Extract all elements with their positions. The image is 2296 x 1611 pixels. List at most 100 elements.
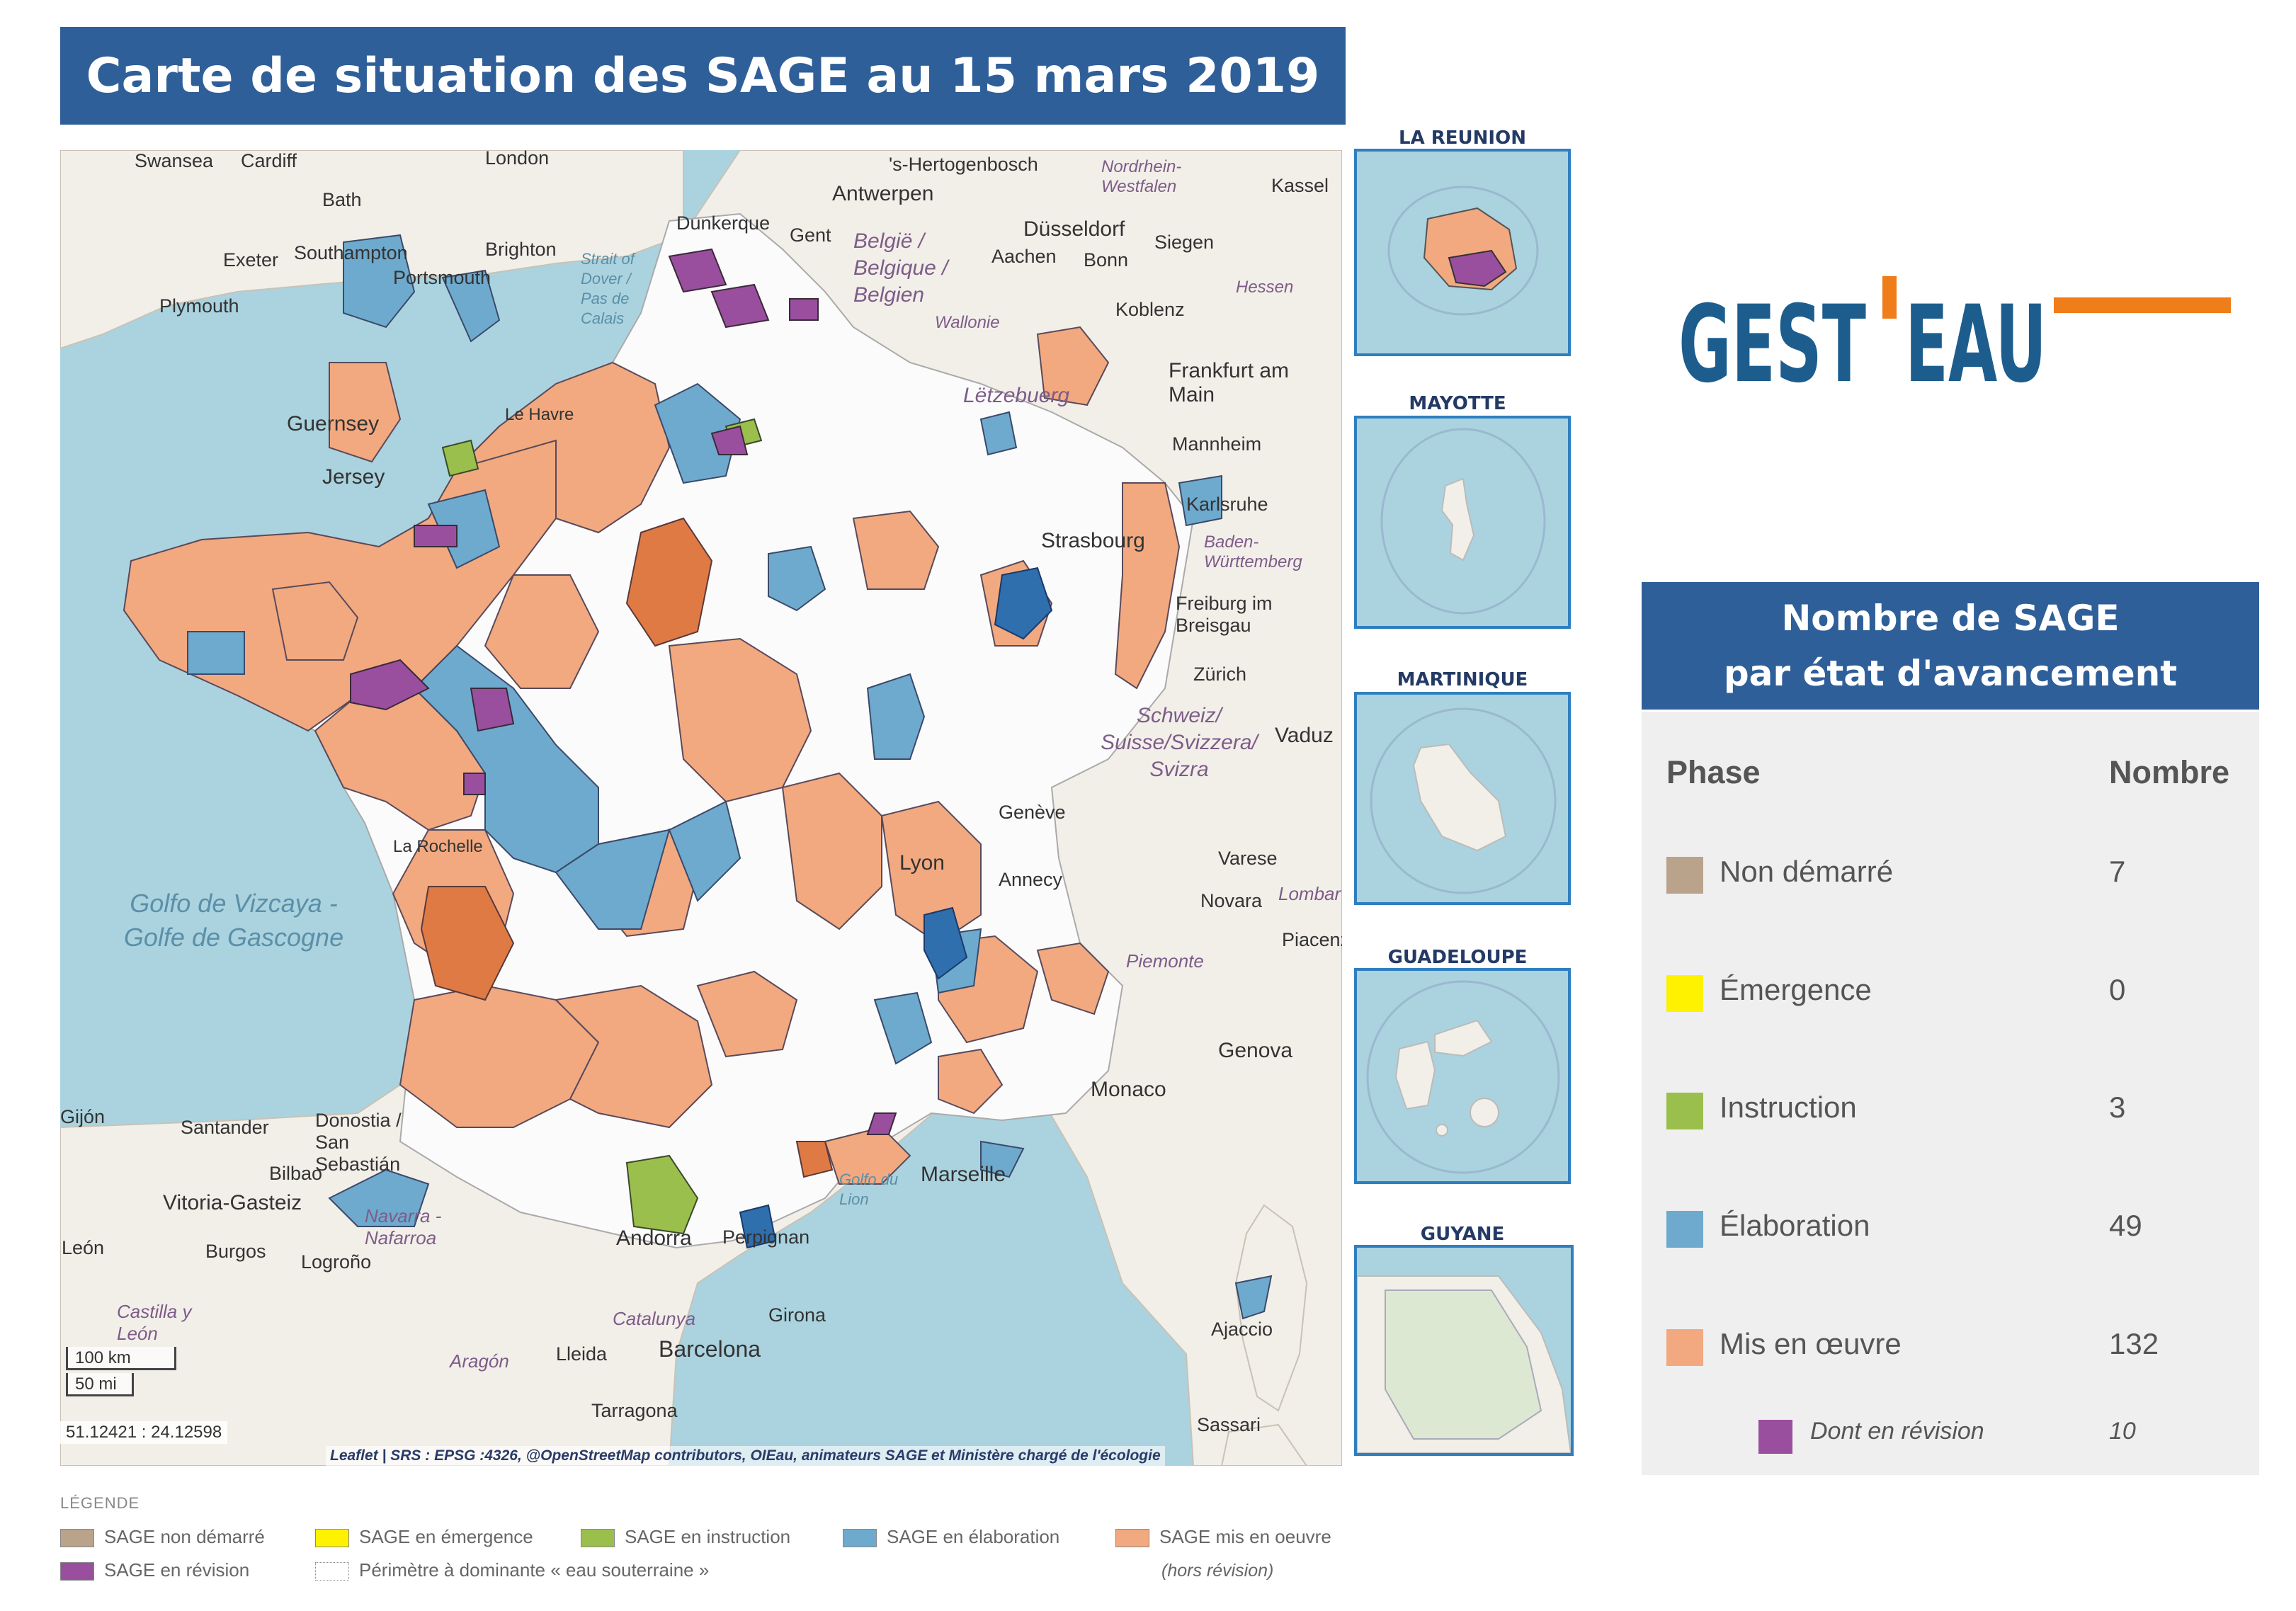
legend-swatch bbox=[315, 1562, 349, 1581]
map-canvas[interactable] bbox=[60, 150, 1342, 1466]
stats-heading-line2: par état d'avancement bbox=[1723, 653, 2178, 694]
stats-table: Phase Nombre Non démarré 7 Émergence 0 I… bbox=[1642, 712, 2259, 1475]
label-swansea: Swansea bbox=[135, 150, 214, 171]
sage-map[interactable]: Swansea Cardiff London Bath Brighton Sou… bbox=[60, 150, 1342, 1466]
sage-eau-souterraine-layer[interactable] bbox=[739, 567, 1053, 1249]
label-piemonte: Piemonte bbox=[1126, 950, 1204, 972]
inset-title-reunion: LA REUNION bbox=[1399, 127, 1526, 149]
mayotte-map bbox=[1380, 428, 1546, 615]
label-frankfurt: Frankfurt am Main bbox=[1169, 359, 1290, 406]
gesteau-logo: GEST EAU bbox=[1678, 276, 2245, 406]
legend-swatch bbox=[315, 1529, 349, 1548]
legend-swatch bbox=[581, 1529, 615, 1548]
row-label: Instruction bbox=[1720, 1091, 1857, 1124]
label-burgos: Burgos bbox=[205, 1241, 266, 1262]
inset-map-mayotte[interactable] bbox=[1354, 416, 1571, 629]
sage-orange-dark-layer[interactable] bbox=[420, 517, 834, 1178]
label-castilla: Castilla y León bbox=[117, 1301, 192, 1344]
scale-km: 100 km bbox=[66, 1347, 176, 1370]
label-freiburg: Freiburg im Breisgau bbox=[1176, 593, 1273, 636]
label-wallonie: Wallonie bbox=[935, 313, 1000, 332]
land-corsica bbox=[1234, 1204, 1308, 1412]
label-belgique: Belgiё / Belgique / Belgien bbox=[853, 229, 948, 307]
legend-item-mis-en-oeuvre: SAGE mis en oeuvre bbox=[1115, 1526, 1331, 1548]
row-value: 0 bbox=[2109, 973, 2126, 1006]
inset-title-mayotte: MAYOTTE bbox=[1409, 393, 1506, 414]
label-piacenza: Piacenz bbox=[1282, 929, 1342, 950]
label-aragon: Aragón bbox=[450, 1350, 509, 1372]
label-vaduz: Vaduz bbox=[1275, 724, 1334, 747]
label-gent: Gent bbox=[790, 224, 831, 246]
label-lyon: Lyon bbox=[899, 851, 945, 875]
row-label: Émergence bbox=[1720, 973, 1872, 1006]
sage-mis-en-oeuvre-layer[interactable] bbox=[123, 326, 1181, 1185]
map-title-banner: Carte de situation des SAGE au 15 mars 2… bbox=[60, 27, 1346, 125]
legend-item-non-demarre: SAGE non démarré bbox=[60, 1526, 265, 1548]
label-varese: Varese bbox=[1218, 848, 1278, 869]
cursor-coordinates: 51.12421 : 24.12598 bbox=[60, 1421, 228, 1444]
label-bonn: Bonn bbox=[1084, 249, 1129, 271]
logo-text-right: EAU bbox=[1905, 283, 2047, 404]
inset-map-guyane[interactable] bbox=[1354, 1245, 1574, 1456]
inset-map-guadeloupe[interactable] bbox=[1354, 968, 1571, 1184]
label-cardiff: Cardiff bbox=[241, 150, 297, 171]
legend-label: SAGE en élaboration bbox=[887, 1526, 1060, 1547]
label-nordrhein: Nordrhein-Westfalen bbox=[1101, 157, 1182, 196]
label-schweiz: Schweiz/ Suisse/Svizzera/ Svizra bbox=[1101, 704, 1258, 781]
sage-elaboration-layer[interactable] bbox=[187, 234, 1273, 1320]
legend-swatch bbox=[60, 1529, 94, 1548]
logo-text-left: GEST bbox=[1678, 283, 1866, 404]
scale-mi: 50 mi bbox=[66, 1373, 134, 1396]
stats-row-emergence: Émergence 0 bbox=[1642, 964, 2259, 1021]
row-label: Élaboration bbox=[1720, 1209, 1870, 1242]
label-ajaccio: Ajaccio bbox=[1211, 1319, 1273, 1340]
swatch-non-demarre bbox=[1666, 857, 1703, 894]
legend-item-eau-souterraine: Périmètre à dominante « eau souterraine … bbox=[315, 1559, 709, 1581]
map-legend: LÉGENDE SAGE non démarré SAGE en émergen… bbox=[60, 1494, 1349, 1600]
row-value: 10 bbox=[2109, 1418, 2136, 1445]
label-girona: Girona bbox=[768, 1304, 826, 1326]
gesteau-logo-graphic: GEST EAU bbox=[1678, 276, 2231, 406]
label-marseille: Marseille bbox=[921, 1163, 1006, 1186]
label-karlsruhe: Karlsruhe bbox=[1186, 494, 1268, 515]
label-barcelona: Barcelona bbox=[659, 1336, 761, 1362]
logo-orange-bar bbox=[2054, 297, 2231, 313]
label-antwerpen: Antwerpen bbox=[832, 182, 934, 205]
label-baden: Baden-Württemberg bbox=[1204, 533, 1302, 571]
logo-orange-tick bbox=[1882, 276, 1897, 319]
label-mannheim: Mannheim bbox=[1172, 433, 1262, 455]
row-value: 132 bbox=[2109, 1327, 2159, 1360]
label-gijon: Gijón bbox=[60, 1106, 106, 1127]
col-header-nombre: Nombre bbox=[2109, 754, 2230, 790]
legend-item-revision: SAGE en révision bbox=[60, 1559, 249, 1581]
martinique-map bbox=[1370, 707, 1557, 894]
label-leon: León bbox=[62, 1237, 105, 1258]
label-plymouth: Plymouth bbox=[159, 295, 239, 317]
label-santander: Santander bbox=[181, 1117, 269, 1138]
label-catalunya: Catalunya bbox=[613, 1308, 696, 1329]
swatch-elaboration bbox=[1666, 1211, 1703, 1248]
legend-title: LÉGENDE bbox=[60, 1494, 140, 1512]
inset-title-martinique: MARTINIQUE bbox=[1397, 669, 1528, 690]
inset-map-martinique[interactable] bbox=[1354, 692, 1571, 905]
legend-label: SAGE mis en oeuvre bbox=[1159, 1526, 1331, 1547]
inset-map-reunion[interactable] bbox=[1354, 149, 1571, 356]
label-logrono: Logroño bbox=[301, 1251, 372, 1273]
label-perpignan: Perpignan bbox=[722, 1226, 810, 1248]
label-golfe-lion: Golfo du Lion bbox=[839, 1171, 899, 1208]
row-label: Dont en révision bbox=[1810, 1418, 1984, 1445]
swatch-emergence bbox=[1666, 975, 1703, 1012]
sage-revision-layer[interactable] bbox=[350, 248, 897, 1135]
label-lombardia: Lombar bbox=[1278, 883, 1341, 904]
legend-swatch bbox=[1115, 1529, 1149, 1548]
row-value: 49 bbox=[2109, 1209, 2142, 1242]
legend-swatch bbox=[843, 1529, 877, 1548]
label-hertogenbosch: 's-Hertogenbosch bbox=[889, 154, 1038, 175]
legend-label: SAGE en émergence bbox=[359, 1526, 533, 1547]
reunion-map bbox=[1387, 186, 1539, 316]
legend-item-emergence: SAGE en émergence bbox=[315, 1526, 533, 1548]
map-attribution[interactable]: Leaflet | SRS : EPSG :4326, @OpenStreetM… bbox=[326, 1446, 1165, 1466]
sage-instruction-layer[interactable] bbox=[441, 418, 763, 1235]
label-dunkerque: Dunkerque bbox=[676, 212, 771, 234]
row-label: Non démarré bbox=[1720, 855, 1894, 888]
